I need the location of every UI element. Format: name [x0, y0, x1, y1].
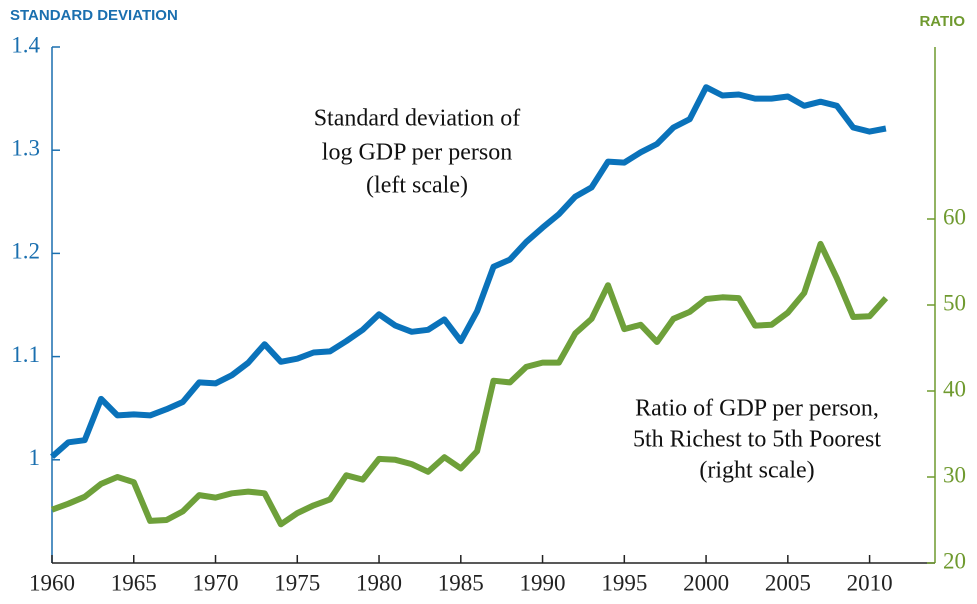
x-tick-label: 1980 — [356, 570, 402, 595]
series-line — [50, 240, 889, 528]
x-tick-label: 1975 — [274, 570, 320, 595]
x-tick-label: 1965 — [111, 570, 157, 595]
y2-tick-label: 30 — [943, 462, 966, 487]
annotation: Standard deviation of — [314, 106, 521, 132]
y-tick-label: 1.1 — [11, 342, 40, 367]
x-tick-label: 2000 — [683, 570, 729, 595]
x-tick-label: 1985 — [438, 570, 484, 595]
x-tick-label: 2005 — [765, 570, 811, 595]
x-tick-label: 1960 — [29, 570, 75, 595]
x-tick-label: 1970 — [193, 570, 239, 595]
y-axis-title: STANDARD DEVIATION — [10, 7, 178, 24]
y-tick-label: 1.4 — [11, 32, 40, 57]
x-tick-label: 2010 — [847, 570, 893, 595]
annotation: (left scale) — [366, 173, 468, 199]
x-tick-label: 1990 — [520, 570, 566, 595]
y2-tick-label: 20 — [943, 548, 966, 573]
y-tick-label: 1 — [29, 445, 41, 470]
x-tick-label: 1995 — [601, 570, 647, 595]
y2-tick-label: 60 — [943, 204, 966, 229]
y2-tick-label: 40 — [943, 376, 966, 401]
annotation: (right scale) — [699, 458, 814, 484]
y2-tick-label: 50 — [943, 290, 966, 315]
annotation: 5th Richest to 5th Poorest — [633, 427, 881, 453]
y2-axis-title: RATIO — [919, 13, 965, 30]
series-line — [50, 84, 887, 459]
y-tick-label: 1.2 — [11, 239, 40, 264]
annotation: log GDP per person — [322, 140, 512, 166]
y-tick-label: 1.3 — [11, 135, 40, 160]
annotation: Ratio of GDP per person, — [635, 396, 879, 422]
